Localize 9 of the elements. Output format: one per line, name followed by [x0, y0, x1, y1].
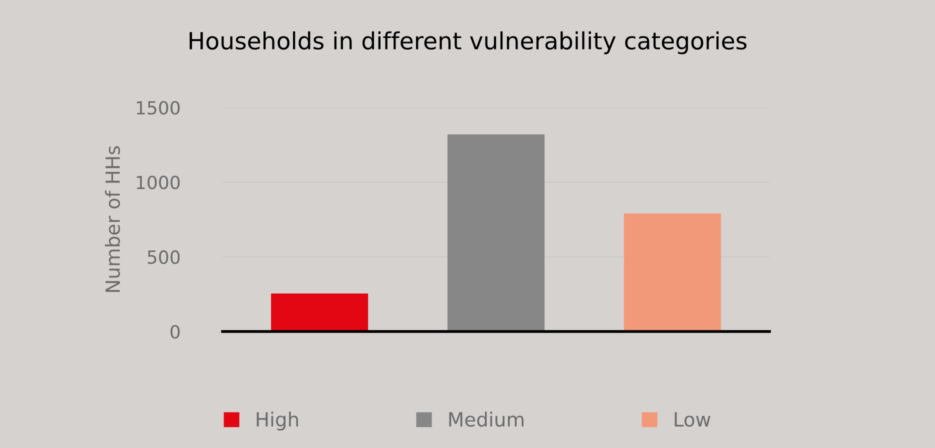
- legend-label: High: [256, 412, 298, 430]
- y-tick-label: 1500: [136, 100, 180, 115]
- y-axis-title: Number of HHs: [104, 146, 120, 292]
- y-tick-label: 500: [148, 250, 180, 264]
- legend-label: Low: [674, 412, 710, 427]
- legend-label: Medium: [449, 412, 524, 427]
- y-tick-label: 1000: [136, 176, 180, 190]
- chart-title: Households in different vulnerability categories: [190, 31, 746, 54]
- y-tick-label: 0: [170, 324, 180, 339]
